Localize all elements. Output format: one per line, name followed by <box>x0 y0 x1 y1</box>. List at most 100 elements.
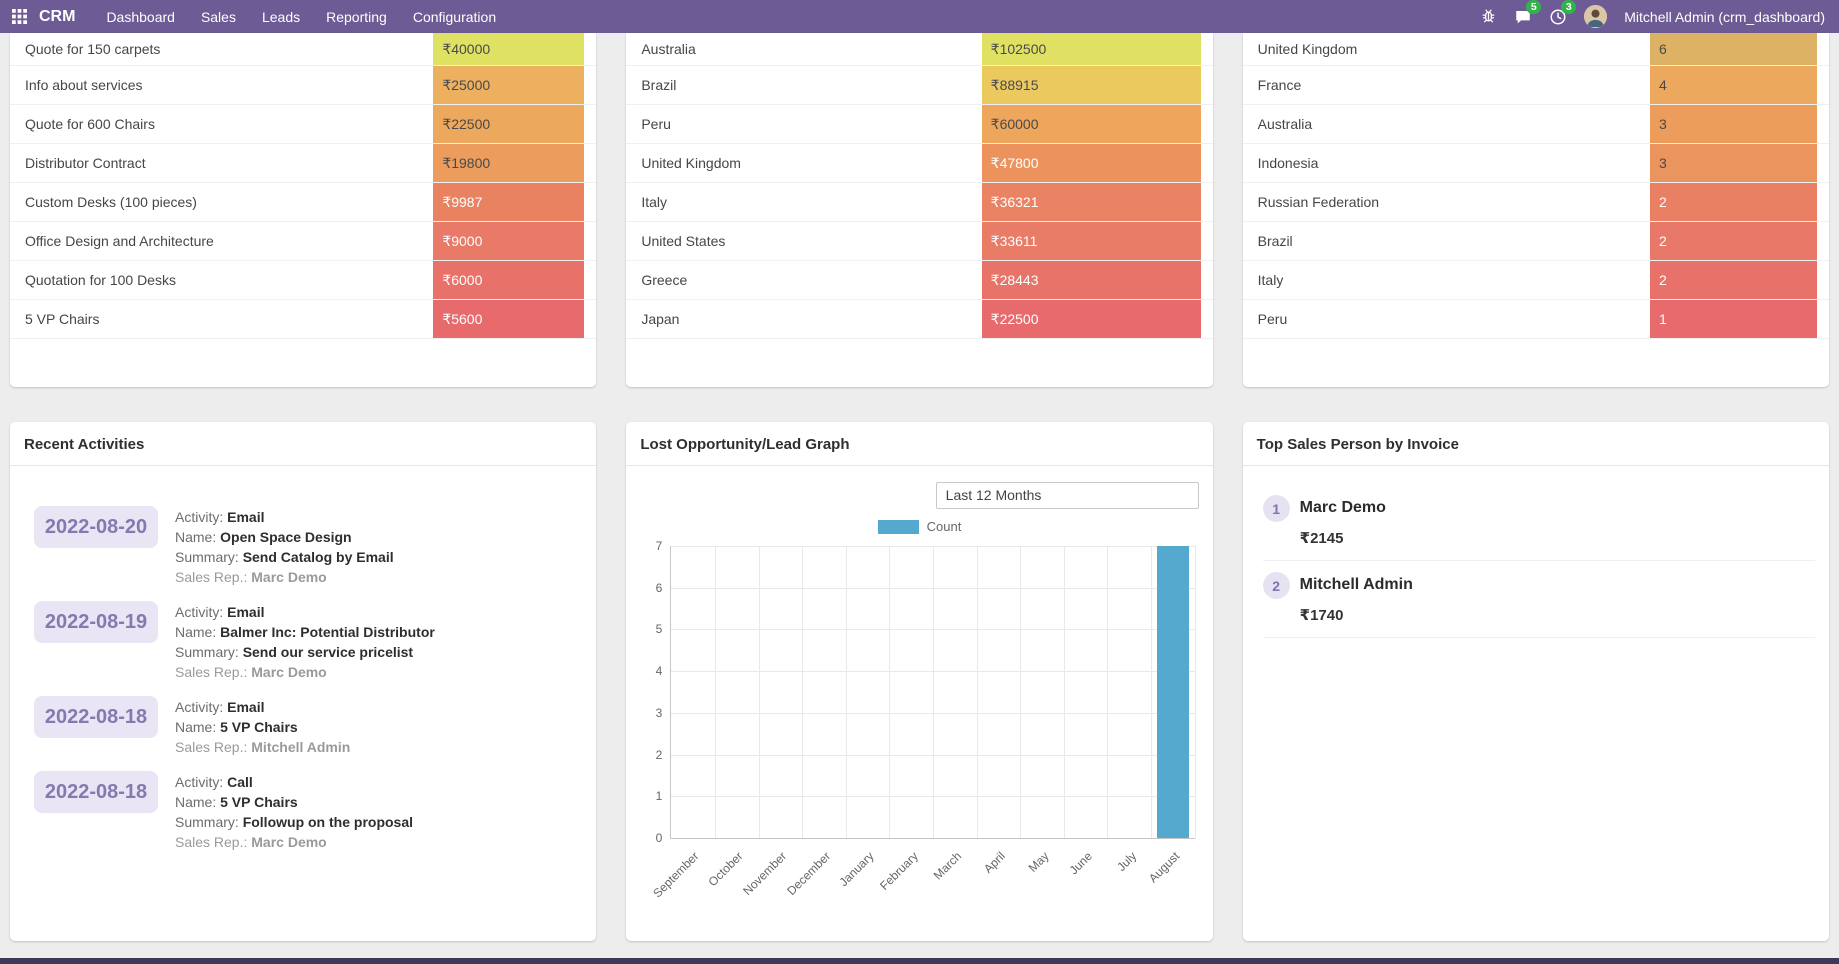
row-value: ₹60000 <box>981 105 1201 143</box>
field-label: Sales Rep.: <box>175 569 248 585</box>
table-row: Quote for 600 Chairs ₹22500 <box>10 105 597 144</box>
revenue-by-country-card: Australia ₹102500 Brazil ₹88915 Peru ₹60000 Un… <box>626 33 1213 387</box>
field-label: Summary: <box>175 814 239 830</box>
activity-details: Activity: Email Name: Balmer Inc: Potenti… <box>175 601 435 682</box>
sales-person-item: 2 Mitchell Admin ₹1740 <box>1262 572 1815 638</box>
y-tick-label: 6 <box>655 580 663 595</box>
field-label: Summary: <box>175 644 239 660</box>
x-tick-label: June <box>1067 849 1096 878</box>
y-tick-label: 4 <box>655 664 663 679</box>
field-value: Marc Demo <box>251 569 327 585</box>
activities-badge: 3 <box>1561 0 1577 14</box>
activity-line: Activity: Email <box>175 697 350 717</box>
field-label: Name: <box>175 794 217 810</box>
sales-person-amount: ₹2145 <box>1299 530 1344 547</box>
rank-badge: 1 <box>1262 495 1290 522</box>
nav-item-sales[interactable]: Sales <box>200 8 236 25</box>
row-value: ₹36321 <box>981 183 1201 221</box>
field-value: Marc Demo <box>251 664 327 680</box>
row-label: Info about services <box>25 77 143 93</box>
user-menu[interactable]: Mitchell Admin (crm_dashboard) <box>1624 8 1825 25</box>
row-label: United States <box>641 233 726 249</box>
v-gridline <box>714 546 716 838</box>
row-label: United Kingdom <box>641 155 741 171</box>
plot-area: 0 1 2 3 4 5 6 7 <box>656 539 1196 845</box>
recent-activities-card: Recent Activities 2022-08-20 Activity: Em… <box>10 422 597 941</box>
table-row: France 4 <box>1242 66 1829 105</box>
field-value: Send Catalog by Email <box>242 549 394 565</box>
activity-item: 2022-08-18 Activity: Call Name: 5 VP Chair… <box>34 771 582 852</box>
chart-legend[interactable]: Count <box>626 519 1212 534</box>
x-tick-label: October <box>705 849 746 890</box>
activity-line: Name: 5 VP Chairs <box>175 717 350 737</box>
y-tick-label: 5 <box>655 622 663 637</box>
y-tick-label: 3 <box>655 705 663 720</box>
row-label: France <box>1257 77 1302 93</box>
row-value: 6 <box>1649 33 1817 65</box>
row-label: United Kingdom <box>1257 41 1358 57</box>
messages-icon[interactable]: 5 <box>1514 0 1542 26</box>
table-row: Australia 3 <box>1242 105 1829 144</box>
field-label: Sales Rep.: <box>175 739 248 755</box>
x-tick-label: April <box>981 849 1008 876</box>
field-label: Activity: <box>175 604 224 620</box>
x-axis: September October November December January F… <box>651 843 1194 917</box>
table-row: Indonesia 3 <box>1242 144 1829 183</box>
v-gridline <box>1063 546 1065 838</box>
v-gridline <box>1194 546 1196 838</box>
field-value: Email <box>227 699 265 715</box>
x-tick-label: February <box>876 849 921 893</box>
table-row: Quote for 150 carpets ₹40000 <box>10 33 597 66</box>
table-row: 5 VP Chairs ₹5600 <box>10 300 597 339</box>
row-label: Indonesia <box>1257 155 1319 171</box>
table-row: Office Design and Architecture ₹9000 <box>10 222 597 261</box>
avatar[interactable] <box>1584 5 1608 28</box>
v-gridline <box>845 546 847 838</box>
row-label: Brazil <box>1257 233 1293 249</box>
table-row: Russian Federation 2 <box>1242 183 1829 222</box>
activities-list: 2022-08-20 Activity: Email Name: Open Spac… <box>10 466 596 852</box>
table-row: United States ₹33611 <box>626 222 1213 261</box>
row-value: ₹22500 <box>433 105 585 143</box>
field-value: 5 VP Chairs <box>220 794 298 810</box>
row-value: ₹5600 <box>433 300 585 338</box>
field-label: Name: <box>175 624 217 640</box>
activity-line: Summary: Send Catalog by Email <box>175 547 394 567</box>
activity-line: Name: 5 VP Chairs <box>175 792 413 812</box>
x-tick-label: September <box>650 849 703 901</box>
activity-line: Activity: Email <box>175 602 435 622</box>
row-label: Office Design and Architecture <box>25 233 214 249</box>
table-row: Japan ₹22500 <box>626 300 1213 339</box>
activities-clock-icon[interactable]: 3 <box>1549 0 1577 26</box>
table-row: United Kingdom 6 <box>1242 33 1829 66</box>
sales-person-name: Mitchell Admin <box>1299 576 1413 593</box>
activity-date-badge: 2022-08-18 <box>34 771 158 813</box>
row-label: Greece <box>641 272 688 288</box>
field-label: Activity: <box>175 699 224 715</box>
nav-item-configuration[interactable]: Configuration <box>412 8 497 25</box>
activity-line: Activity: Call <box>175 772 413 792</box>
sales-person-amount: ₹1740 <box>1299 607 1344 624</box>
sales-person-info: Marc Demo ₹2145 <box>1300 498 1386 547</box>
bar-august[interactable] <box>1156 546 1189 838</box>
row-label: Quote for 150 carpets <box>25 41 161 57</box>
period-select[interactable]: Last 12 Months <box>935 482 1199 509</box>
activity-details: Activity: Email Name: Open Space Design Su… <box>175 506 394 587</box>
sales-list: 1 Marc Demo ₹2145 2 Mitchell Admin ₹1740 <box>1243 466 1829 638</box>
nav-item-dashboard[interactable]: Dashboard <box>106 8 175 25</box>
heatmap-cards-row: Quote for 150 carpets ₹40000 Info about se… <box>10 33 1829 387</box>
row-value: ₹19800 <box>433 144 585 182</box>
row-value: ₹9987 <box>433 183 585 221</box>
expected-revenue-by-deal-card: Quote for 150 carpets ₹40000 Info about se… <box>10 33 597 387</box>
nav-item-leads[interactable]: Leads <box>261 8 301 25</box>
y-tick-label: 0 <box>655 831 663 845</box>
apps-grid-icon[interactable] <box>10 9 33 24</box>
nav-item-reporting[interactable]: Reporting <box>326 8 387 25</box>
field-value: Marc Demo <box>251 834 327 850</box>
row-value: 1 <box>1649 300 1817 338</box>
row-label: Distributor Contract <box>25 155 146 171</box>
nav-menu: Dashboard Sales Leads Reporting Configuratio… <box>93 1 509 33</box>
debug-bug-icon[interactable] <box>1480 8 1497 25</box>
v-gridline <box>758 546 760 838</box>
app-name[interactable]: CRM <box>39 7 76 25</box>
